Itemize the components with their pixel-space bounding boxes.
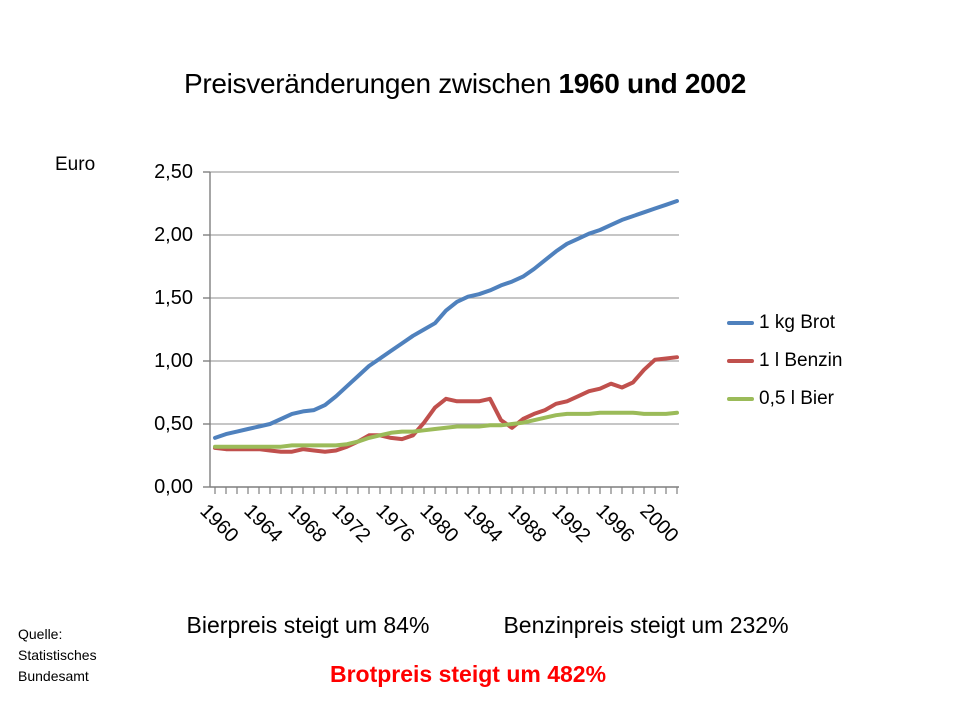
x-tick-label: 1964 [239, 500, 287, 548]
y-tick-label: 1,00 [154, 350, 193, 372]
annotation-bierpreis: Bierpreis steigt um 84% [186, 612, 430, 638]
series-1-kg-brot [213, 199, 679, 440]
legend-item-bier: 0,5 l Bier [727, 388, 897, 410]
source-line-1: Quelle: [18, 626, 63, 642]
x-tick-label: 1960 [195, 500, 243, 548]
x-tick-label: 1980 [415, 500, 463, 548]
x-tick-label: 1992 [547, 500, 595, 548]
x-tick-label: 1968 [283, 500, 331, 548]
y-tick-label: 1,50 [154, 287, 193, 309]
legend-item-brot: 1 kg Brot [727, 312, 897, 334]
legend-line-brot-icon [727, 321, 754, 325]
chart-title-bold: 1960 und 2002 [558, 68, 747, 99]
y-tick-label: 0,00 [154, 476, 193, 498]
x-tick-label: 1984 [459, 500, 507, 548]
series-0-5-l-bier [213, 410, 679, 449]
annotation-brotpreis: Brotpreis steigt um 482% [329, 661, 607, 687]
x-tick-label: 1976 [371, 500, 419, 548]
x-tick-label: 1996 [591, 500, 639, 548]
source-note: Quelle: Statistisches Bundesamt [18, 624, 97, 687]
source-line-3: Bundesamt [18, 668, 89, 684]
legend: 1 kg Brot 1 l Benzin 0,5 l Bier [727, 312, 897, 426]
chart-title-normal: Preisveränderungen zwischen [183, 68, 559, 99]
x-tick-label: 1972 [327, 500, 375, 548]
y-tick-label: 2,50 [154, 161, 193, 183]
legend-line-benzin-icon [727, 359, 754, 363]
series-1-l-benzin [213, 355, 679, 454]
y-axis-unit-label: Euro [55, 154, 96, 175]
legend-label-brot: 1 kg Brot [759, 312, 836, 333]
legend-line-bier-icon [727, 397, 754, 401]
x-tick-label: 1988 [503, 500, 551, 548]
annotation-benzinpreis: Benzinpreis steigt um 232% [503, 612, 789, 638]
legend-label-benzin: 1 l Benzin [759, 350, 843, 371]
chart-title: Preisveränderungen zwischen 1960 und 200… [0, 68, 930, 100]
legend-item-benzin: 1 l Benzin [727, 350, 897, 372]
x-tick-label: 2000 [635, 500, 683, 548]
legend-label-bier: 0,5 l Bier [759, 388, 834, 409]
y-tick-label: 2,00 [154, 224, 193, 246]
y-tick-label: 0,50 [154, 413, 193, 435]
source-line-2: Statistisches [18, 647, 97, 663]
